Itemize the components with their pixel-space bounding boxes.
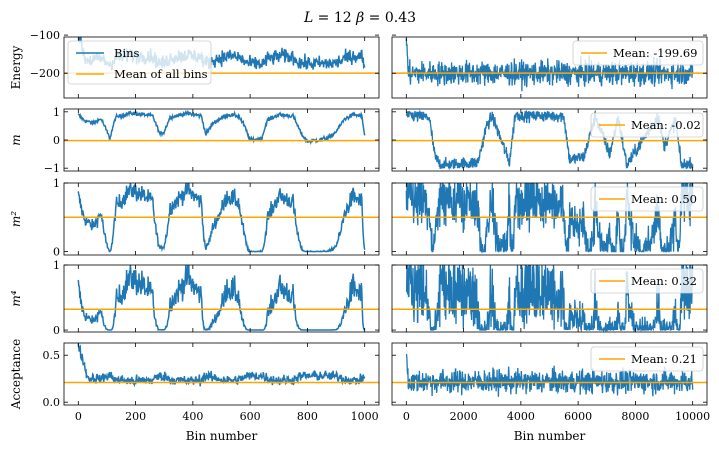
- y-tick-label: 0.5: [43, 349, 61, 362]
- y-axis-label: Energy: [9, 45, 23, 89]
- data-series-line: [405, 109, 694, 171]
- data-series-line: [77, 343, 366, 388]
- y-tick-label: 1: [53, 259, 60, 272]
- subplot-left-5: 0.0 0.5 0 200 400 600 800 1000 Bin number Accepta…: [9, 339, 380, 443]
- x-tick-label: 600: [240, 410, 261, 423]
- legend-right: Mean: -0.02: [590, 112, 704, 138]
- subplot-right-3: Mean: 0.50: [391, 182, 708, 256]
- y-tick-label: 0: [53, 134, 60, 147]
- subplot-left-2: −1 0 1 m: [9, 106, 380, 175]
- legend-box: [590, 186, 704, 212]
- subplot-left-3: 0 1 m²: [9, 177, 380, 259]
- title-beta-value: = 0.43: [364, 10, 416, 26]
- x-tick-label: 6000: [564, 410, 592, 423]
- legend-right: Mean: 0.32: [590, 268, 704, 294]
- axes-frame: [391, 264, 708, 333]
- y-tick-label: 1: [53, 106, 60, 119]
- legend-box: [590, 346, 704, 372]
- legend-label-mean-value: Mean: -199.69: [613, 46, 698, 60]
- subplot-right-1: Mean: -199.69: [391, 34, 708, 99]
- y-tick-label: 1: [53, 177, 60, 190]
- x-axis-label: Bin number: [186, 429, 258, 443]
- title-L-value: = 12: [313, 10, 356, 26]
- title-beta-symbol: β: [355, 10, 364, 26]
- legend-box: [572, 40, 704, 66]
- legend-right: Mean: -199.69: [572, 40, 704, 66]
- x-tick-label: 0: [403, 410, 410, 423]
- legend-label-mean: Mean of all bins: [114, 67, 208, 81]
- data-series-line: [77, 109, 366, 146]
- legend-right: Mean: 0.21: [590, 346, 704, 372]
- figure-title: L = 12 β = 0.43: [303, 10, 416, 26]
- subplot-right-2: Mean: -0.02: [391, 108, 708, 172]
- subplot-right-5: 0 2000 4000 6000 8000 10000 Bin number Mean: 0.…: [391, 342, 710, 443]
- legend-label-bins: Bins: [114, 46, 140, 60]
- legend-label-mean-value: Mean: 0.21: [631, 352, 697, 366]
- axes-frame: [63, 36, 380, 99]
- axes-frame: [63, 182, 380, 256]
- legend-label-mean-value: Mean: 0.32: [631, 274, 697, 288]
- x-tick-label: 200: [125, 410, 146, 423]
- y-axis-label: m²: [9, 211, 23, 227]
- x-tick-label: 400: [182, 410, 203, 423]
- x-tick-label: 4000: [507, 410, 535, 423]
- x-tick-label: 8000: [621, 410, 649, 423]
- subplot-left-1: −200 −100 Energy Bins Mean of all bins: [9, 29, 380, 99]
- y-tick-label: −100: [30, 29, 60, 42]
- legend-box: [590, 268, 704, 294]
- data-series-line: [405, 265, 694, 332]
- title-L-symbol: L: [303, 10, 313, 26]
- x-tick-label: 2000: [450, 410, 478, 423]
- axes-frame: [391, 342, 708, 406]
- legend-label-mean-value: Mean: -0.02: [631, 118, 701, 132]
- y-axis-label: m⁴: [9, 290, 23, 306]
- data-series-line: [77, 183, 366, 253]
- axes-frame: [391, 182, 708, 256]
- x-tick-label: 0: [75, 410, 82, 423]
- axes-frame: [63, 264, 380, 333]
- data-series-line: [405, 38, 694, 92]
- legend-left: Bins Mean of all bins: [67, 40, 212, 85]
- axes-frame: [63, 342, 380, 406]
- y-tick-label: −1: [44, 162, 60, 175]
- axes-frame: [391, 36, 708, 99]
- data-series-line: [405, 183, 694, 255]
- x-tick-label: 800: [297, 410, 318, 423]
- data-series-line: [405, 353, 694, 397]
- subplot-right-4: Mean: 0.32: [391, 264, 708, 333]
- y-axis-label: Acceptance: [9, 339, 23, 410]
- subplot-left-4: 0 1 m⁴: [9, 259, 380, 337]
- y-tick-label: 0.0: [43, 396, 61, 409]
- y-tick-label: 0: [53, 246, 60, 259]
- x-axis-label: Bin number: [514, 429, 586, 443]
- legend-box: [590, 112, 704, 138]
- x-tick-label: 1000: [351, 410, 379, 423]
- legend-label-mean-value: Mean: 0.50: [631, 192, 697, 206]
- y-tick-label: 0: [53, 324, 60, 337]
- y-tick-label: −200: [30, 67, 60, 80]
- x-tick-label: 10000: [675, 410, 710, 423]
- y-axis-label: m: [9, 134, 23, 145]
- data-series-line: [77, 265, 366, 332]
- legend-right: Mean: 0.50: [590, 186, 704, 212]
